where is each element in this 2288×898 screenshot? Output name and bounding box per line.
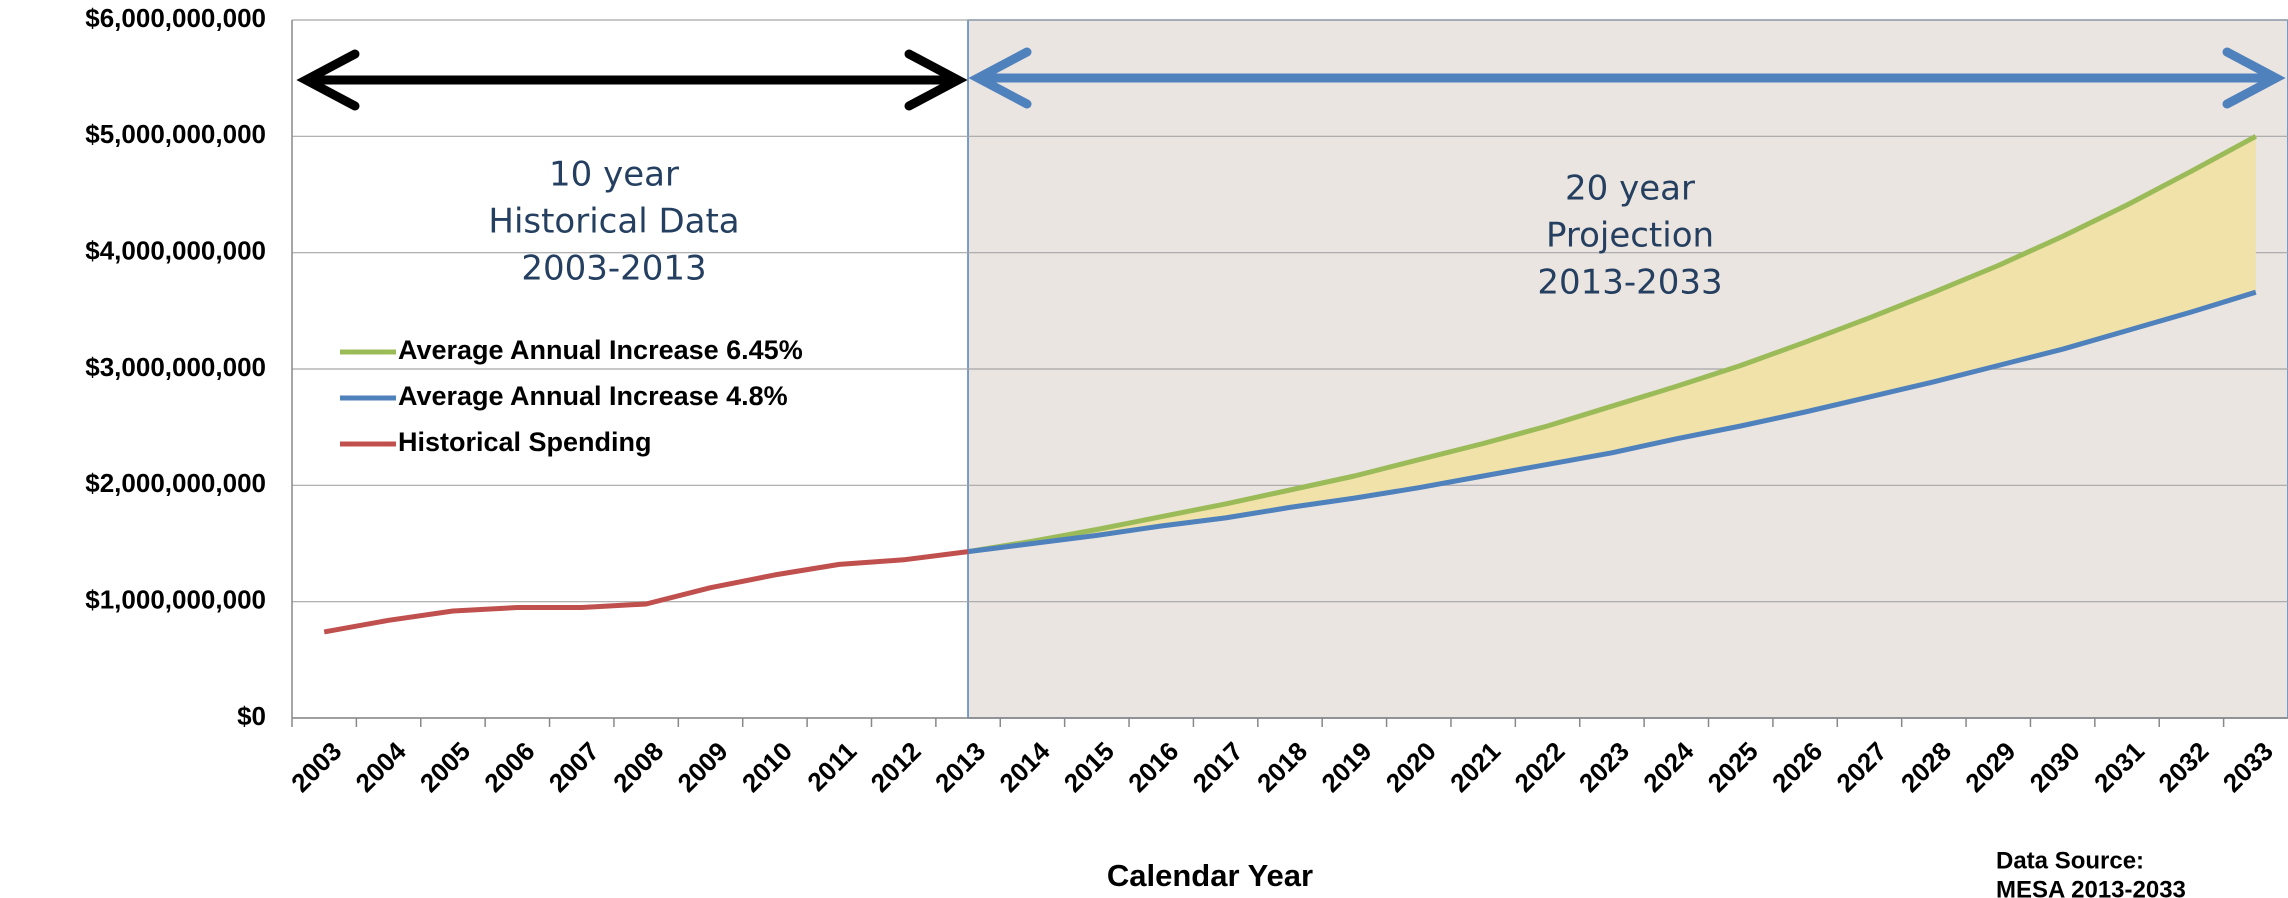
x-tick-label: 2006 bbox=[478, 736, 540, 798]
x-tick-label: 2005 bbox=[414, 736, 476, 798]
x-tick-label: 2031 bbox=[2088, 736, 2150, 798]
x-tick-label: 2029 bbox=[1959, 736, 2021, 798]
annotation: 10 year bbox=[549, 155, 679, 195]
series-line bbox=[967, 289, 2257, 555]
source-note: MESA 2013-2033 bbox=[1996, 876, 2186, 898]
x-tick-label: 2026 bbox=[1766, 736, 1828, 798]
x-tick-label: 2027 bbox=[1830, 736, 1892, 798]
history-arrow-head bbox=[296, 49, 360, 111]
series-line bbox=[967, 134, 2257, 555]
x-tick-label: 2020 bbox=[1380, 736, 1442, 798]
x-tick-label: 2018 bbox=[1251, 736, 1313, 798]
y-tick-label: $4,000,000,000 bbox=[85, 236, 266, 266]
x-tick-label: 2004 bbox=[350, 736, 412, 798]
x-tick-label: 2015 bbox=[1058, 736, 1120, 798]
x-tick-label: 2011 bbox=[801, 736, 862, 797]
x-tick-label: 2009 bbox=[672, 736, 734, 798]
x-tick-label: 2008 bbox=[607, 736, 669, 798]
legend-label: Average Annual Increase 4.8% bbox=[398, 381, 788, 411]
x-tick-label: 2032 bbox=[2152, 736, 2214, 798]
history-arrow-head bbox=[904, 49, 968, 111]
x-tick-label: 2003 bbox=[285, 736, 347, 798]
y-tick-label: $6,000,000,000 bbox=[85, 3, 266, 33]
source-note: Data Source: bbox=[1996, 847, 2144, 874]
legend-label: Average Annual Increase 6.45% bbox=[398, 335, 803, 365]
x-tick-label: 2012 bbox=[865, 736, 927, 798]
y-tick-label: $1,000,000,000 bbox=[85, 585, 266, 615]
projection-arrow-head bbox=[2222, 47, 2286, 109]
annotation: 2003-2013 bbox=[521, 249, 706, 289]
x-tick-label: 2017 bbox=[1187, 736, 1249, 798]
x-tick-label: 2010 bbox=[736, 736, 798, 798]
x-tick-label: 2016 bbox=[1122, 736, 1184, 798]
legend-label: Historical Spending bbox=[398, 427, 652, 457]
y-tick-label: $5,000,000,000 bbox=[85, 119, 266, 149]
x-tick-label: 2014 bbox=[993, 736, 1055, 798]
x-tick-label: 2007 bbox=[543, 736, 605, 798]
x-axis-title: Calendar Year bbox=[1107, 858, 1313, 893]
y-tick-label: $0 bbox=[237, 701, 266, 731]
annotation: Projection bbox=[1546, 216, 1714, 256]
x-tick-label: 2030 bbox=[2024, 736, 2086, 798]
x-tick-label: 2022 bbox=[1509, 736, 1571, 798]
x-tick-label: 2019 bbox=[1315, 736, 1377, 798]
y-tick-label: $2,000,000,000 bbox=[85, 468, 266, 498]
annotation: 2013-2033 bbox=[1537, 263, 1722, 303]
annotation: Historical Data bbox=[488, 202, 739, 242]
x-tick-label: 2025 bbox=[1702, 736, 1764, 798]
x-tick-label: 2023 bbox=[1573, 736, 1635, 798]
annotation: 20 year bbox=[1565, 169, 1695, 209]
series-line bbox=[323, 549, 969, 635]
x-tick-label: 2021 bbox=[1444, 736, 1506, 798]
x-tick-label: 2033 bbox=[2217, 736, 2279, 798]
x-tick-label: 2013 bbox=[929, 736, 991, 798]
x-tick-label: 2028 bbox=[1895, 736, 1957, 798]
projection-band bbox=[968, 136, 2256, 552]
x-tick-label: 2024 bbox=[1637, 736, 1699, 798]
y-tick-label: $3,000,000,000 bbox=[85, 352, 266, 382]
projection-arrow-head bbox=[968, 47, 1032, 109]
